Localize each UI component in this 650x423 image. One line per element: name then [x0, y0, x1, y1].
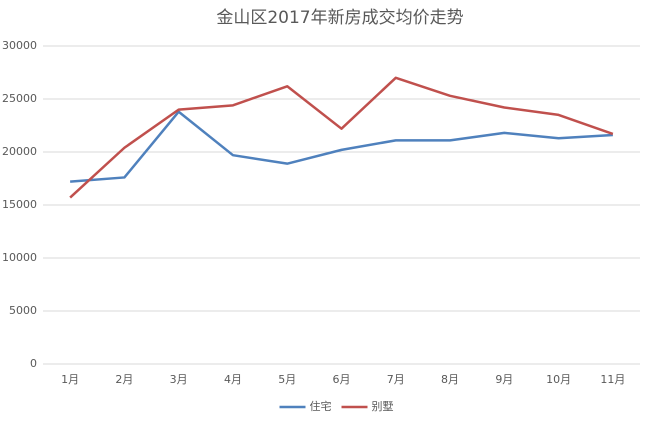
- y-tick-label: 10000: [2, 251, 37, 264]
- x-tick-label: 11月: [600, 373, 625, 386]
- x-tick-label: 5月: [278, 373, 296, 386]
- x-tick-label: 1月: [61, 373, 79, 386]
- line: [70, 110, 613, 183]
- x-tick-label: 3月: [170, 373, 188, 386]
- legend-label: 别墅: [372, 400, 394, 413]
- x-tick-label: 7月: [387, 373, 405, 386]
- x-tick-label: 4月: [224, 373, 242, 386]
- y-tick-label: 25000: [2, 92, 37, 105]
- y-tick-label: 5000: [9, 304, 37, 317]
- chart-title: 金山区2017年新房成交均价走势: [216, 8, 463, 28]
- x-tick-label: 9月: [495, 373, 513, 386]
- x-tick-label: 2月: [115, 373, 133, 386]
- y-tick-label: 15000: [2, 198, 37, 211]
- legend-label: 住宅: [310, 399, 332, 413]
- x-tick-label: 10月: [546, 373, 571, 386]
- line: [69, 76, 614, 199]
- x-tick-label: 8月: [441, 373, 459, 386]
- y-tick-label: 20000: [2, 145, 37, 158]
- x-tick-label: 6月: [333, 373, 351, 386]
- y-tick-label: 30000: [2, 39, 37, 52]
- y-tick-label: 0: [30, 357, 37, 370]
